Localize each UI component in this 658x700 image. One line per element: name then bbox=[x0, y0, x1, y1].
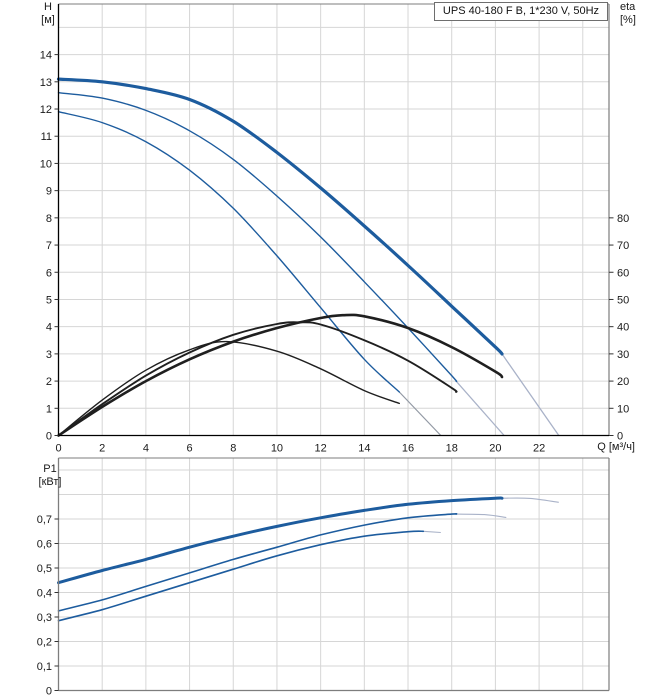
h-axis-label: H bbox=[44, 1, 52, 13]
tick-label-left: 5 bbox=[46, 294, 52, 306]
tick-label-x: 6 bbox=[187, 443, 193, 455]
eta-axis-label: eta bbox=[620, 1, 636, 13]
tick-label-right: 20 bbox=[617, 376, 629, 388]
tick-label-left: 3 bbox=[46, 349, 52, 361]
curve-ext-p1-speed-2 bbox=[456, 513, 507, 519]
tick-label-x: 12 bbox=[315, 443, 327, 455]
pump-title-box: UPS 40-180 F B, 1*230 V, 50Hz bbox=[434, 2, 608, 21]
curve-p1-speed-3 bbox=[57, 496, 504, 585]
tick-label-x: 10 bbox=[271, 443, 283, 455]
tick-label-right: 80 bbox=[617, 213, 629, 225]
tick-label-right: 70 bbox=[617, 240, 629, 252]
tick-label-x: 0 bbox=[55, 443, 61, 455]
curve-head-speed-3 bbox=[56, 77, 504, 356]
tick-label-x: 16 bbox=[402, 443, 414, 455]
curve-ext-head-speed-3 bbox=[501, 353, 560, 436]
tick-label-left: 1 bbox=[46, 403, 52, 415]
tick-label-left: 0,3 bbox=[37, 612, 52, 624]
curve-ext-head-speed-1 bbox=[398, 391, 442, 436]
tick-label-left: 0,5 bbox=[37, 563, 52, 575]
tick-label-right: 10 bbox=[617, 403, 629, 415]
q-axis-label: Q [м³/ч] bbox=[597, 441, 635, 453]
tick-label-x: 2 bbox=[99, 443, 105, 455]
curve-head-speed-1 bbox=[57, 111, 400, 393]
tick-label-left: 12 bbox=[40, 104, 52, 116]
tick-label-left: 0,4 bbox=[37, 588, 52, 600]
tick-label-left: 0,1 bbox=[37, 661, 52, 673]
p1-axis-label: P1 bbox=[43, 463, 57, 475]
tick-label-x: 14 bbox=[358, 443, 370, 455]
tick-label-right: 60 bbox=[617, 267, 629, 279]
tick-label-left: 11 bbox=[41, 131, 52, 143]
tick-label-left: 0,6 bbox=[37, 539, 52, 551]
curve-p1-speed-2 bbox=[57, 513, 458, 612]
tick-label-right: 40 bbox=[617, 322, 629, 334]
tick-label-left: 0,7 bbox=[37, 514, 52, 526]
tick-label-left: 4 bbox=[46, 322, 52, 334]
tick-label-right: 30 bbox=[617, 349, 629, 361]
tick-label-left: 13 bbox=[40, 77, 52, 89]
tick-label-left: 14 bbox=[40, 50, 52, 62]
tick-label-right: 0 bbox=[617, 431, 623, 443]
tick-label-x: 20 bbox=[489, 443, 501, 455]
tick-label-x: 4 bbox=[143, 443, 149, 455]
h-axis-unit: [м] bbox=[41, 14, 55, 26]
tick-label-x: 18 bbox=[446, 443, 458, 455]
tick-label-left: 7 bbox=[46, 240, 52, 252]
tick-label-x: 8 bbox=[230, 443, 236, 455]
tick-label-left: 2 bbox=[46, 376, 52, 388]
tick-label-left: 0,2 bbox=[37, 637, 52, 649]
curve-eta-speed-2 bbox=[57, 321, 458, 437]
p1-axis-unit: [кВт] bbox=[38, 476, 62, 488]
tick-label-left: 6 bbox=[46, 267, 52, 279]
curve-eta-speed-1 bbox=[57, 340, 400, 437]
tick-label-left: 0 bbox=[46, 686, 52, 698]
tick-label-right: 50 bbox=[617, 294, 629, 306]
curve-eta-speed-3 bbox=[57, 313, 504, 437]
eta-axis-unit: [%] bbox=[620, 14, 636, 26]
tick-label-left: 9 bbox=[46, 186, 52, 198]
tick-label-left: 8 bbox=[46, 213, 52, 225]
curve-ext-p1-speed-1 bbox=[423, 530, 441, 534]
curve-p1-speed-1 bbox=[57, 530, 425, 622]
curve-ext-head-speed-2 bbox=[455, 380, 505, 436]
tick-label-x: 22 bbox=[533, 443, 545, 455]
tick-label-left: 10 bbox=[40, 158, 52, 170]
curve-ext-p1-speed-3 bbox=[501, 497, 559, 503]
tick-label-left: 0 bbox=[46, 431, 52, 443]
curve-head-speed-2 bbox=[57, 92, 458, 383]
